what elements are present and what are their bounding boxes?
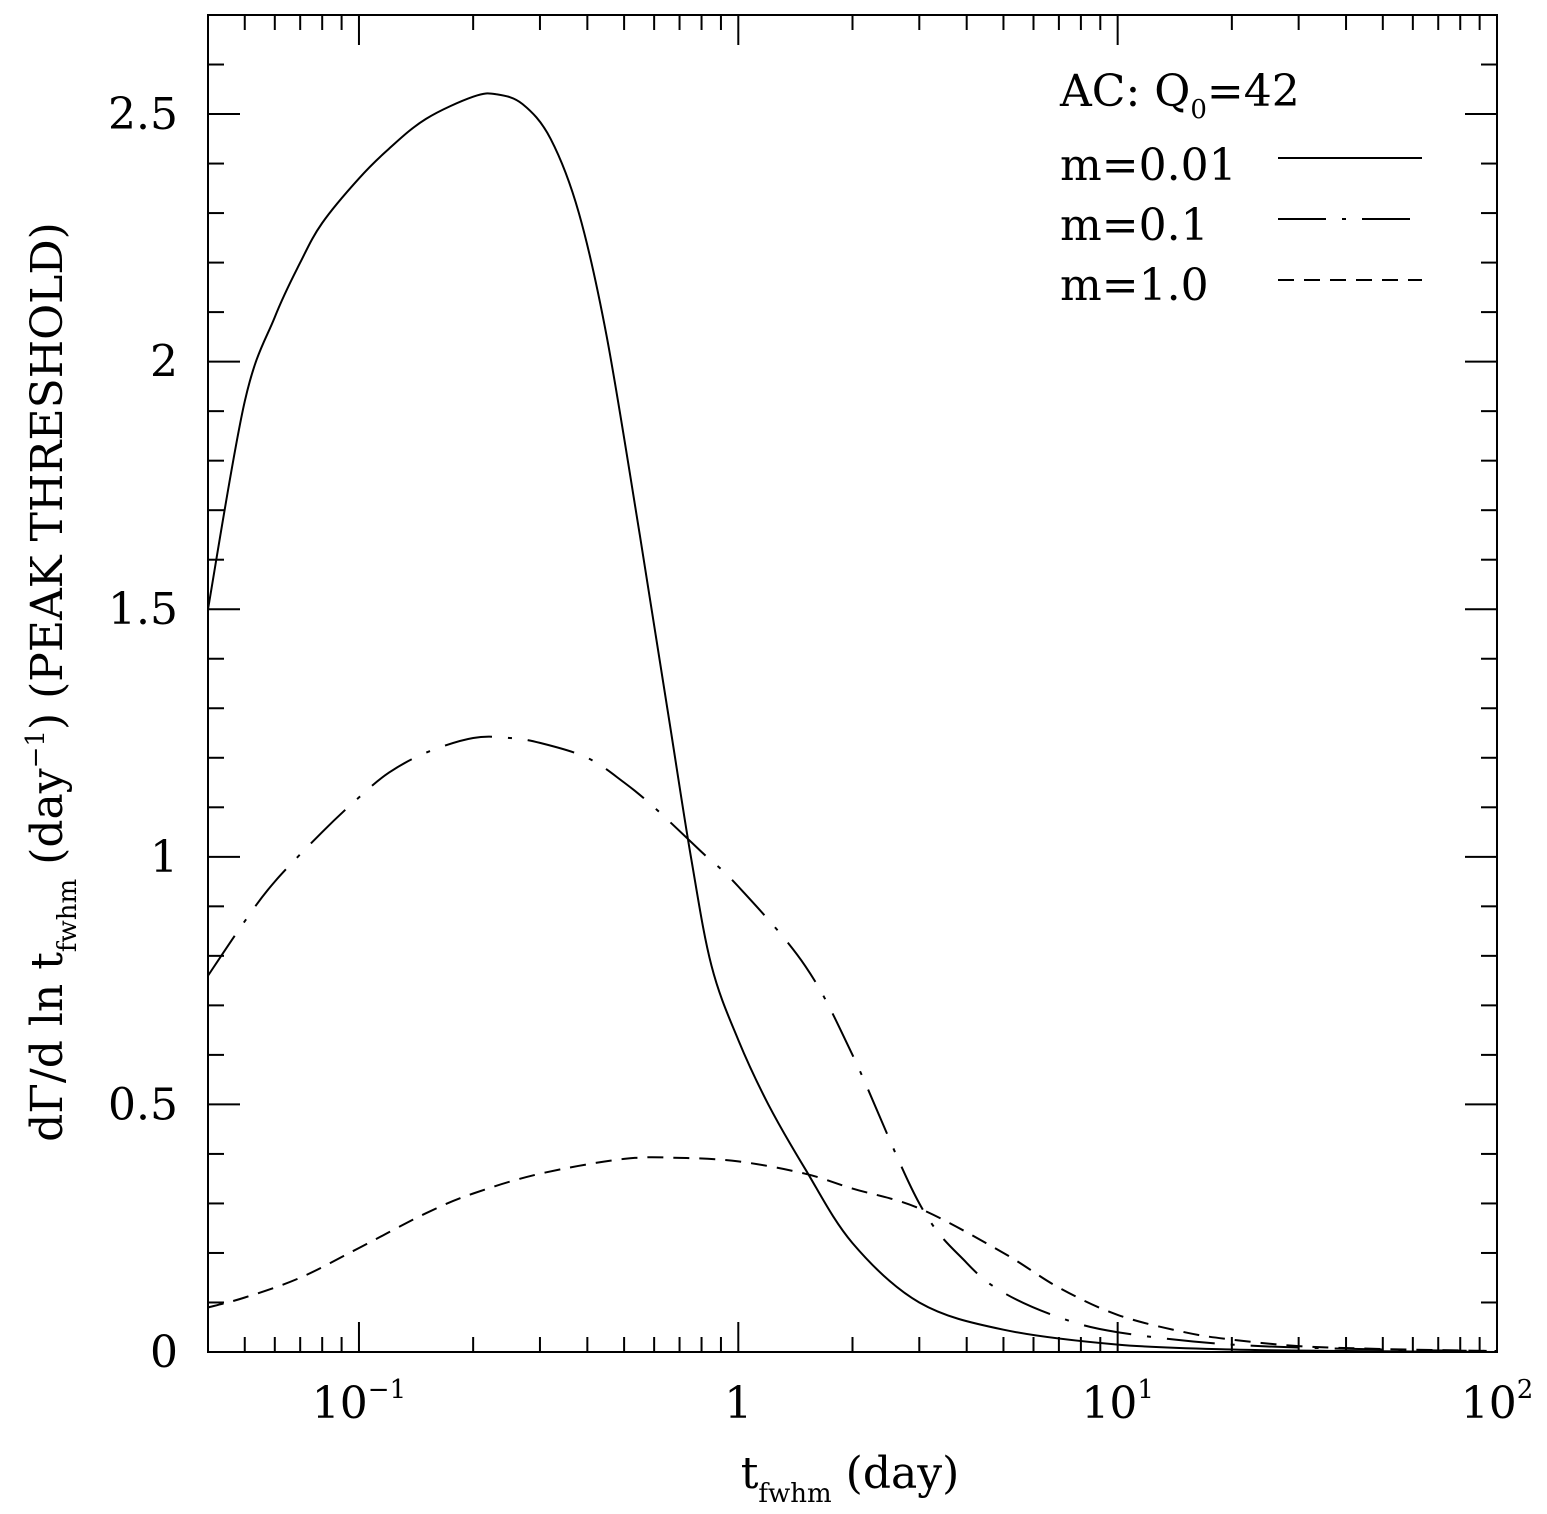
y-tick-label: 0.5 bbox=[108, 1079, 178, 1130]
plot-frame bbox=[207, 14, 1498, 1353]
curves bbox=[207, 92, 1498, 1353]
x-tick-label: 102 bbox=[1461, 1375, 1534, 1429]
y-tick-label: 1.5 bbox=[108, 584, 178, 635]
legend-title: AC: Q0=42 bbox=[1059, 66, 1300, 125]
y-axis-title-part2: (day bbox=[22, 768, 73, 879]
y-axis-title-subscript: fwhm bbox=[53, 879, 83, 952]
x-axis-title: tfwhm (day) bbox=[741, 1448, 960, 1509]
legend-label-m001: m=0.01 bbox=[1060, 140, 1237, 191]
x-tick-label: 10−1 bbox=[312, 1375, 406, 1429]
legend-title-rest: =42 bbox=[1207, 66, 1300, 117]
y-tick-label: 2 bbox=[150, 337, 178, 388]
y-tick-label: 1 bbox=[150, 832, 178, 883]
legend-title-main: AC: Q bbox=[1059, 66, 1190, 117]
series-line-m10 bbox=[207, 1156, 1498, 1352]
tick-labels: 0 0.5 1 1.5 2 2.5 10−1 1 101 102 bbox=[108, 89, 1533, 1429]
legend-label-m01: m=0.1 bbox=[1060, 200, 1209, 251]
y-axis-title-superscript: −1 bbox=[21, 730, 51, 768]
legend: AC: Q0=42 m=0.01 m=0.1 m=1.0 bbox=[1059, 66, 1422, 311]
y-axis-title-part3: ) (PEAK THRESHOLD) bbox=[22, 222, 73, 730]
series-line-m01 bbox=[207, 735, 1498, 1352]
tick-marks bbox=[207, 14, 1498, 1353]
x-tick-label: 1 bbox=[724, 1378, 752, 1429]
x-axis-title-main: t bbox=[741, 1448, 759, 1499]
y-tick-label: 0 bbox=[150, 1327, 178, 1378]
x-axis-title-rest: (day) bbox=[832, 1448, 960, 1499]
y-axis-title: dΓ/d ln tfwhm (day−1) (PEAK THRESHOLD) bbox=[21, 222, 83, 1142]
series-line-m001 bbox=[207, 92, 1498, 1353]
x-axis-title-subscript: fwhm bbox=[758, 1479, 831, 1509]
y-axis-title-part1: dΓ/d ln t bbox=[22, 952, 73, 1142]
x-tick-label: 101 bbox=[1081, 1375, 1154, 1429]
legend-title-subscript: 0 bbox=[1190, 95, 1207, 125]
y-tick-label: 2.5 bbox=[108, 89, 178, 140]
legend-label-m10: m=1.0 bbox=[1060, 260, 1209, 311]
